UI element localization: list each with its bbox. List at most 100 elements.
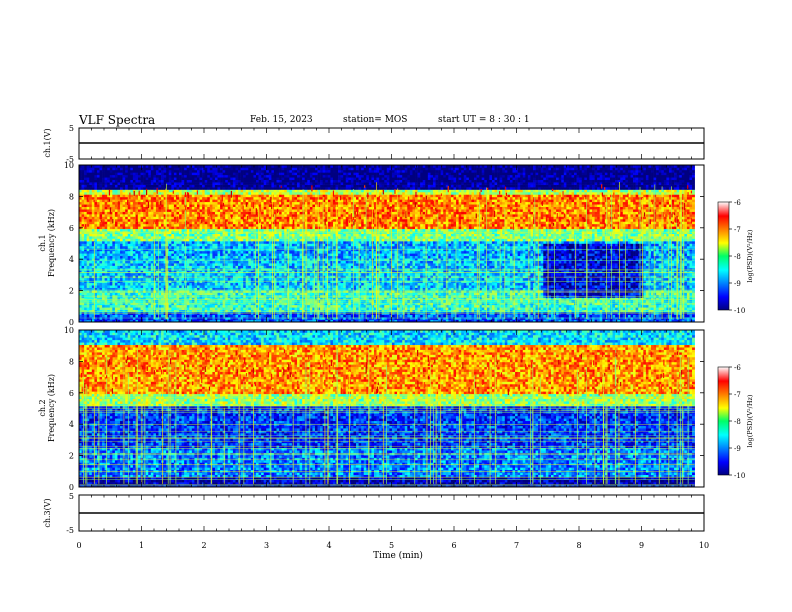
spectrogram-cell <box>115 167 118 170</box>
spectrogram-cell <box>187 187 190 190</box>
spectrogram-cell <box>253 241 256 244</box>
spectrogram-cell <box>253 315 256 318</box>
spectrogram-cell <box>128 261 131 264</box>
spectrogram-cell <box>215 194 218 197</box>
spectrogram-cell <box>243 197 246 200</box>
spectrogram-cell <box>161 273 164 276</box>
spectrogram-cell <box>215 297 218 300</box>
spectrogram-cell <box>100 280 103 283</box>
spectrogram-cell <box>148 307 151 310</box>
spectrogram-cell <box>138 246 141 249</box>
spectrogram-cell <box>200 177 203 180</box>
spectrogram-cell <box>146 217 149 220</box>
spectrogram-cell <box>182 307 185 310</box>
spectrogram-cell <box>153 241 156 244</box>
spectrogram-cell <box>89 194 92 197</box>
spectrogram-cell <box>82 204 85 207</box>
spectrogram-cell <box>115 297 118 300</box>
spectrogram-cell <box>238 251 241 254</box>
spectrogram-cell <box>235 224 238 227</box>
spectrogram-cell <box>110 268 113 271</box>
spectrogram-cell <box>212 226 215 229</box>
spectrogram-cell <box>123 224 126 227</box>
spectrogram-cell <box>97 209 100 212</box>
spectrogram-cell <box>220 202 223 205</box>
spectrogram-cell <box>143 241 146 244</box>
spectrogram-cell <box>97 177 100 180</box>
spectrogram-cell <box>135 209 138 212</box>
spectrogram-cell <box>125 177 128 180</box>
spectrogram-cell <box>174 192 177 195</box>
spectrogram-cell <box>123 204 126 207</box>
spectrogram-cell <box>161 217 164 220</box>
spectrogram-cell <box>241 167 244 170</box>
spectrogram-cell <box>110 251 113 254</box>
spectrogram-cell <box>246 295 249 298</box>
spectrogram-cell <box>151 167 154 170</box>
spectrogram-cell <box>105 283 108 286</box>
spectrogram-cell <box>171 302 174 305</box>
spectrogram-cell <box>92 204 95 207</box>
spectrogram-cell <box>179 224 182 227</box>
spectrogram-cell <box>169 234 172 237</box>
spectrogram-cell <box>207 185 210 188</box>
spectrogram-cell <box>146 315 149 318</box>
spectrogram-cell <box>115 224 118 227</box>
spectrogram-cell <box>218 217 221 220</box>
spectrogram-cell <box>146 263 149 266</box>
spectrogram-cell <box>174 209 177 212</box>
spectrogram-cell <box>89 239 92 242</box>
spectrogram-cell <box>100 234 103 237</box>
spectrogram-cell <box>125 244 128 247</box>
spectrogram-cell <box>179 197 182 200</box>
spectrogram-cell <box>225 297 228 300</box>
spectrogram-cell <box>187 226 190 229</box>
spectrogram-cell <box>117 209 120 212</box>
spectrogram-cell <box>253 261 256 264</box>
spectrogram-cell <box>130 266 133 269</box>
spectrogram-cell <box>169 182 172 185</box>
spectrogram-cell <box>189 310 192 313</box>
spectrogram-cell <box>84 199 87 202</box>
spectrogram-cell <box>202 177 205 180</box>
spectrogram-cell <box>187 182 190 185</box>
spectrogram-cell <box>169 209 172 212</box>
spectrogram-cell <box>215 187 218 190</box>
spectrogram-cell <box>169 307 172 310</box>
spectrogram-cell <box>125 280 128 283</box>
spectrogram-cell <box>135 266 138 269</box>
spectrogram-cell <box>143 209 146 212</box>
spectrogram-cell <box>235 187 238 190</box>
spectrogram-cell <box>153 290 156 293</box>
spectrogram-cell <box>161 175 164 178</box>
spectrogram-cell <box>148 221 151 224</box>
spectrogram-cell <box>241 317 244 320</box>
spectrogram-cell <box>125 263 128 266</box>
spectrogram-cell <box>197 199 200 202</box>
spectrogram-cell <box>210 204 213 207</box>
spectrogram-cell <box>153 268 156 271</box>
spectrogram-cell <box>174 239 177 242</box>
spectrogram-cell <box>207 283 210 286</box>
spectrogram-cell <box>210 261 213 264</box>
spectrogram-cell <box>120 204 123 207</box>
spectrogram-cell <box>94 315 97 318</box>
spectrogram-cell <box>248 214 251 217</box>
spectrogram-cell <box>107 221 110 224</box>
spectrogram-cell <box>100 187 103 190</box>
spectrogram-cell <box>192 317 195 320</box>
spectrogram-cell <box>115 175 118 178</box>
spectrogram-cell <box>105 297 108 300</box>
spectrogram-cell <box>210 251 213 254</box>
spectrogram-cell <box>212 239 215 242</box>
spectrogram-cell <box>84 302 87 305</box>
spectrogram-cell <box>97 187 100 190</box>
spectrogram-cell <box>207 197 210 200</box>
spectrogram-cell <box>110 278 113 281</box>
spectrogram-cell <box>197 167 200 170</box>
spectrogram-cell <box>194 219 197 222</box>
spectrogram-cell <box>117 167 120 170</box>
spectrogram-cell <box>138 214 141 217</box>
spectrogram-cell <box>230 239 233 242</box>
spectrogram-cell <box>212 236 215 239</box>
